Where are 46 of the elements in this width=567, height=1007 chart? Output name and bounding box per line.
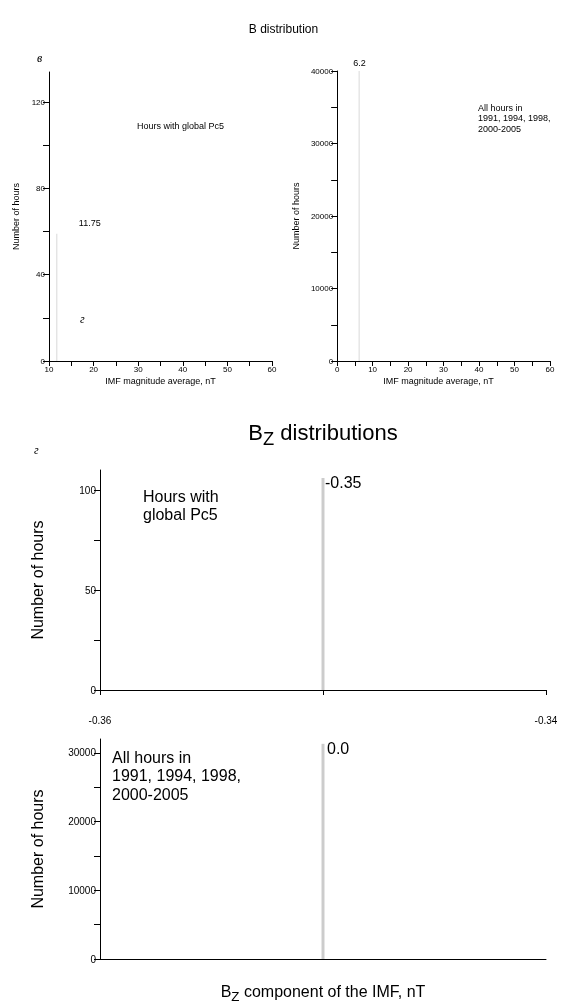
x-tick-label: 40 (474, 364, 485, 374)
x-tick-label: 50 (222, 364, 233, 374)
annotation: -0.35 (325, 474, 362, 493)
y-tick-label: 20000 (310, 211, 334, 221)
x-axis-title: IMF magnitude average, nT (104, 376, 217, 387)
x-tick-label: 60 (545, 364, 555, 374)
y-tick-label: 30000 (68, 747, 97, 759)
x-tick-label: 60 (267, 364, 277, 374)
y-axis-title: Number of hours (290, 181, 301, 250)
y-axis-title: Number of hours (11, 182, 22, 251)
annotation: Hours with global Pc5 (143, 488, 219, 525)
x-tick-label: 30 (133, 364, 144, 374)
text: г (34, 443, 39, 458)
annotation: All hours in 1991, 1994, 1998, 2000-2005 (112, 749, 242, 805)
y-axis-title: Number of hours (28, 520, 46, 640)
x-tick-label: -0.36 (88, 714, 112, 726)
x-tick-label: 20 (403, 364, 414, 374)
y-tick-label: 20000 (68, 816, 97, 827)
annotation: All hours in 1991, 1994, 1998, 2000-2005 (478, 103, 551, 135)
chart-title: B distribution (247, 22, 320, 37)
x-tick-label: 10 (368, 364, 378, 374)
x-tick-label: 20 (89, 364, 99, 374)
annotation: 11.75 (78, 217, 101, 229)
x-tick-label: 10 (44, 364, 54, 374)
x-tick-label: -0.34 (534, 714, 558, 726)
y-tick-label: 50 (84, 584, 97, 596)
x-axis-title: B$_{Z}$ component of the IMF, nT (219, 983, 427, 1005)
text: в (37, 51, 43, 66)
x-axis-title: IMF magnitude average, nT (382, 376, 495, 387)
x-tick-label: 50 (510, 364, 520, 374)
y-axis-title: Number of hours (28, 789, 46, 909)
annotation: г (80, 312, 85, 327)
y-tick-label: 10000 (68, 884, 97, 896)
y-tick-label: 10000 (310, 284, 334, 293)
x-tick-label: 30 (439, 364, 449, 374)
chart-title: B$_{Z}$ distributions (247, 420, 399, 450)
annotation: 0.0 (327, 739, 350, 759)
y-tick-label: 120 (31, 97, 46, 107)
y-tick-label: 80 (36, 183, 46, 193)
annotation: Hours with global Pc5 (137, 121, 225, 132)
y-tick-label: 30000 (310, 139, 334, 148)
y-tick-label: 40 (36, 270, 46, 280)
x-tick-label: 40 (178, 364, 188, 374)
y-tick-label: 100 (79, 484, 97, 496)
y-tick-label: 40000 (310, 66, 334, 76)
annotation: 6.2 (353, 58, 366, 69)
